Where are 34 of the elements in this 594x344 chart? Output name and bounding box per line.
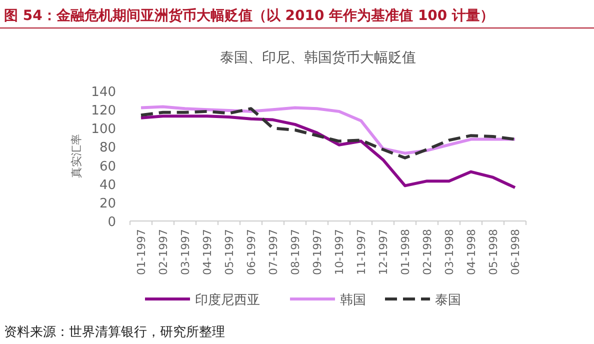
y-tick-label: 0	[108, 215, 116, 230]
x-tick-label: 03-1998	[443, 229, 456, 275]
x-tick-label: 01-1998	[399, 229, 412, 275]
x-tick-label: 07-1997	[267, 229, 280, 275]
legend-label: 泰国	[435, 293, 461, 308]
x-tick-label: 11-1997	[355, 229, 368, 275]
x-tick-label: 05-1997	[223, 229, 236, 275]
y-tick-label: 80	[99, 140, 116, 156]
x-tick-label: 03-1997	[179, 229, 192, 275]
x-tick-label: 12-1997	[377, 229, 390, 275]
x-tick-label: 08-1997	[289, 229, 302, 275]
line-series	[140, 114, 516, 190]
x-tick-label: 04-1998	[465, 229, 478, 275]
y-tick-label: 20	[99, 196, 116, 212]
x-tick-label: 04-1997	[201, 229, 214, 275]
x-tick-label: 02-1998	[421, 229, 434, 275]
legend-label: 韩国	[340, 293, 366, 308]
x-tick-label: 05-1998	[487, 229, 500, 275]
y-axis-title: 真实汇率	[70, 134, 83, 178]
x-tick-label: 09-1997	[311, 229, 324, 275]
x-tick-label: 06-1997	[245, 229, 258, 275]
y-tick-label: 100	[91, 122, 116, 138]
y-tick-label: 140	[91, 85, 116, 100]
y-tick-label: 120	[91, 104, 116, 119]
legend-label: 印度尼西亚	[195, 292, 260, 308]
x-tick-label: 10-1997	[333, 229, 346, 275]
chart-title: 图 54：金融危机期间亚洲货币大幅贬值（以 2010 年作为基准值 100 计量）	[4, 7, 494, 24]
text: 资料来源：世界清算银行，研究所整理	[4, 325, 225, 340]
y-tick-label: 60	[99, 159, 116, 174]
chart-subtitle: 泰国、印尼、韩国货币大幅贬值	[220, 50, 416, 66]
x-tick-label: 02-1997	[157, 229, 170, 275]
y-tick-label: 40	[99, 178, 116, 193]
x-tick-label: 06-1998	[509, 229, 522, 275]
x-tick-label: 01-1997	[135, 229, 148, 275]
